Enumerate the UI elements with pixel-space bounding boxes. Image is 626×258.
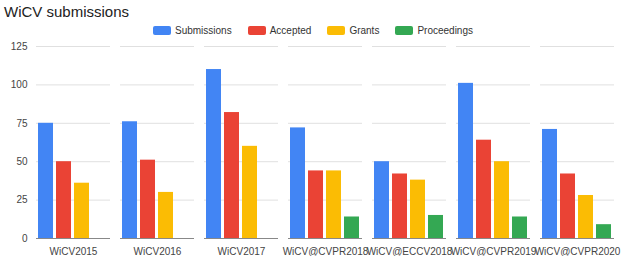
- svg-text:WiCV@CVPR2019: WiCV@CVPR2019: [451, 246, 537, 256]
- svg-text:WiCV2015: WiCV2015: [50, 246, 98, 256]
- svg-text:75: 75: [16, 118, 28, 129]
- svg-text:WiCV@CVPR2018: WiCV@CVPR2018: [283, 246, 369, 256]
- svg-text:WiCV@CVPR2020: WiCV@CVPR2020: [535, 246, 621, 256]
- html-text:WiCV submissions: WiCV submissions: [4, 3, 129, 20]
- svg-text:0: 0: [22, 233, 28, 244]
- svg-text:25: 25: [16, 194, 28, 205]
- svg-text:100: 100: [11, 79, 28, 90]
- html-text:Grants: Grants: [349, 24, 380, 36]
- svg-text:125: 125: [11, 41, 28, 52]
- svg-text:WiCV@ECCV2018: WiCV@ECCV2018: [367, 246, 453, 256]
- svg-text:50: 50: [16, 156, 28, 167]
- html-text:Proceedings: Proceedings: [417, 24, 473, 36]
- html-text:Submissions: Submissions: [175, 24, 232, 36]
- svg-text:WiCV2017: WiCV2017: [218, 246, 266, 256]
- svg-text:WiCV2016: WiCV2016: [134, 246, 182, 256]
- html-text:Accepted: Accepted: [269, 24, 312, 36]
